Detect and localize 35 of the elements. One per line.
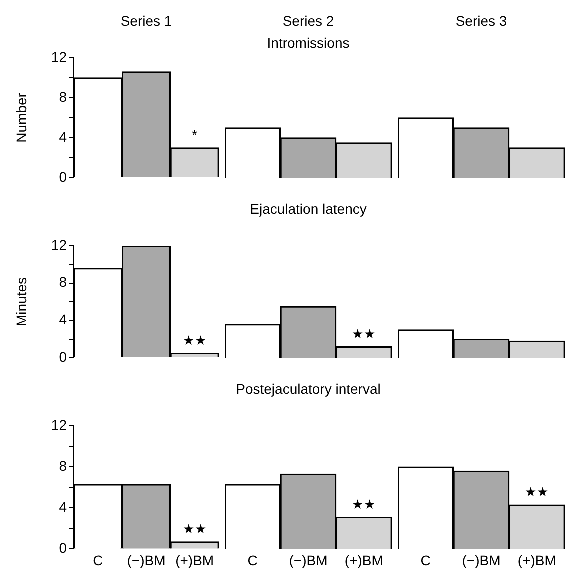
annotation: ★★ — [352, 496, 376, 512]
annotation: ★★ — [182, 522, 207, 537]
y-tick-label: 12 — [51, 236, 68, 253]
annotation: * — [192, 128, 198, 143]
chart-title: Series 3 — [456, 12, 508, 29]
y-tick-label: 0 — [59, 168, 68, 185]
chart-title: Series 1 — [120, 12, 172, 29]
chart-title: Postejaculatory interval — [236, 380, 381, 397]
annotation: ★★ — [352, 326, 376, 342]
annotation: ★★ — [182, 332, 207, 348]
x-tick-label: (−)BM — [127, 552, 166, 568]
x-tick-label: (−)BM — [462, 552, 501, 568]
y-tick-label: 8 — [59, 274, 68, 290]
annotation: ★★ — [525, 484, 550, 500]
y-axis-title: Number — [13, 92, 30, 143]
x-tick-label: (+)BM — [176, 552, 214, 568]
x-tick-label: C — [420, 552, 431, 568]
x-tick-label: (+)BM — [344, 552, 384, 568]
x-tick-label: (−)BM — [289, 552, 328, 568]
y-tick-label: 4 — [59, 128, 68, 145]
chart-subtitle: Intromissions — [267, 34, 350, 51]
y-tick-label: 8 — [59, 458, 68, 474]
x-tick-label: C — [93, 552, 104, 568]
y-tick-label: 0 — [59, 540, 68, 556]
chart-title: Series 2 — [282, 12, 334, 29]
y-tick-label: 0 — [59, 348, 68, 365]
y-tick-label: 4 — [59, 312, 68, 328]
y-tick-label: 12 — [51, 48, 68, 65]
x-tick-label: C — [248, 552, 258, 568]
x-tick-label: (+)BM — [518, 552, 556, 568]
y-axis-title: Minutes — [13, 277, 30, 327]
y-tick-label: 4 — [59, 498, 68, 515]
y-tick-label: 8 — [59, 88, 68, 105]
chart-title: Ejaculation latency — [250, 200, 367, 217]
y-tick-label: 12 — [51, 416, 68, 433]
